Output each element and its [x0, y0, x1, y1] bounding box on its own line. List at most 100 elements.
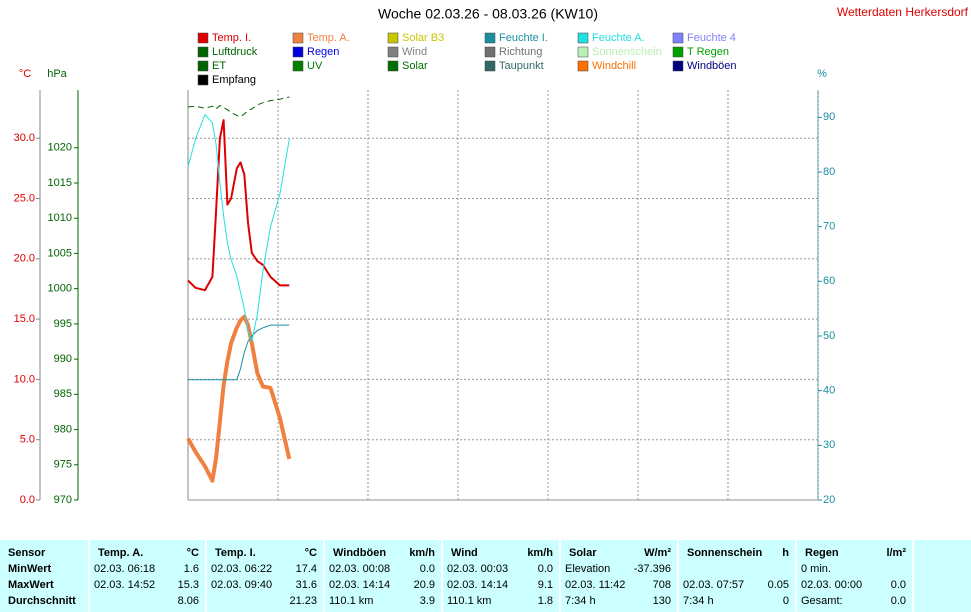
legend-swatch [197, 74, 209, 86]
legend-label: Feuchte I. [499, 32, 548, 44]
legend-swatch [292, 46, 304, 58]
header-unit: °C [186, 547, 199, 559]
y2-tick-label: 985 [54, 388, 72, 400]
header-unit: °C [304, 547, 317, 559]
cell-text: 02.03. 14:14 [329, 579, 391, 591]
header-name: Solar [569, 547, 597, 559]
cell-text: Gesamt: [801, 595, 843, 607]
cell-text: 02.03. 11:42 [565, 579, 626, 591]
column-separator [441, 540, 443, 612]
cell-value: 0.05 [767, 579, 789, 591]
legend-swatch [672, 46, 684, 58]
cell-text: Elevation [565, 563, 611, 575]
legend-swatch [197, 46, 209, 58]
cell-text: 02.03. 00:00 [801, 579, 863, 591]
series-line [188, 324, 290, 381]
cell-value: 17.4 [295, 563, 317, 575]
cell-text: 0 min. [801, 563, 831, 575]
cell-text: 02.03. 09:40 [211, 579, 273, 591]
header-name: Temp. A. [98, 547, 144, 559]
y2-tick-label: 1000 [48, 283, 72, 295]
legend-swatch [577, 46, 589, 58]
legend-label: Feuchte A. [592, 32, 645, 44]
y3-tick-label: 20 [823, 494, 835, 506]
series-line [187, 96, 290, 118]
legend-label: Taupunkt [499, 60, 544, 72]
site-name: Wetterdaten Herkersdorf [837, 5, 969, 19]
legend-label: Regen [307, 46, 339, 58]
y2-tick-label: 1010 [48, 212, 72, 224]
legend-label: T Regen [687, 46, 729, 58]
header-name: Sonnenschein [687, 547, 763, 559]
y2-tick-label: 1005 [48, 247, 72, 259]
y-tick-label: 30.0 [14, 132, 35, 144]
y2-tick-label: 975 [54, 459, 72, 471]
cell-text: 02.03. 14:14 [447, 579, 509, 591]
y2-tick-label: 980 [54, 423, 72, 435]
legend-swatch [387, 32, 399, 44]
cell-text: MinWert [8, 563, 52, 575]
y-tick-label: 25.0 [14, 192, 35, 204]
legend-swatch [387, 46, 399, 58]
legend-swatch [672, 60, 684, 72]
cell-value: 31.6 [295, 579, 317, 591]
cell-value: -37.396 [633, 563, 671, 575]
y3-tick-label: 80 [823, 166, 835, 178]
header-name: Regen [805, 547, 839, 559]
y-tick-label: 15.0 [14, 313, 35, 325]
cell-value: 1.8 [537, 595, 553, 607]
legend-label: Empfang [212, 74, 256, 86]
cell-value: 20.9 [413, 579, 435, 591]
legend-swatch [197, 32, 209, 44]
header-unit: km/h [527, 547, 553, 559]
legend-swatch [292, 32, 304, 44]
y2-tick-label: 1015 [48, 177, 72, 189]
cell-value: 1.6 [183, 563, 199, 575]
column-separator [559, 540, 561, 612]
legend-swatch [484, 32, 496, 44]
y2-tick-label: 995 [54, 318, 72, 330]
y3-tick-label: 30 [823, 439, 835, 451]
header-unit: W/m² [644, 547, 671, 559]
legend-label: Temp. A. [307, 32, 350, 44]
legend-swatch [197, 60, 209, 72]
cell-text: 02.03. 06:22 [211, 563, 273, 575]
legend-label: Richtung [499, 46, 542, 58]
legend-swatch [672, 32, 684, 44]
cell-text: MaxWert [8, 579, 54, 591]
legend-swatch [484, 60, 496, 72]
y-axis-unit: °C [19, 68, 31, 80]
legend-label: Sonnenschein [592, 46, 662, 58]
header-name: Sensor [8, 547, 46, 559]
header-name: Windböen [333, 547, 387, 559]
cell-text: 02.03. 06:18 [94, 563, 156, 575]
y-tick-label: 10.0 [14, 373, 35, 385]
cell-text: 02.03. 14:52 [94, 579, 156, 591]
chart-title: Woche 02.03.26 - 08.03.26 (KW10) [378, 6, 598, 22]
column-separator [205, 540, 207, 612]
cell-value: 0.0 [419, 563, 435, 575]
cell-text: 02.03. 00:08 [329, 563, 391, 575]
cell-value: 0 [782, 595, 789, 607]
y-tick-label: 0.0 [20, 494, 35, 506]
legend-swatch [292, 60, 304, 72]
legend-label: Luftdruck [212, 46, 258, 58]
y2-tick-label: 970 [54, 494, 72, 506]
legend-label: Windchill [592, 60, 636, 72]
header-unit: h [782, 547, 789, 559]
cell-text: 7:34 h [565, 595, 596, 607]
header-unit: l/m² [886, 547, 906, 559]
y-tick-label: 20.0 [14, 253, 35, 265]
legend-swatch [577, 32, 589, 44]
y2-tick-label: 990 [54, 353, 72, 365]
cell-value: 130 [652, 595, 671, 607]
y3-tick-label: 50 [823, 330, 835, 342]
series-line [187, 114, 290, 342]
legend-swatch [387, 60, 399, 72]
cell-value: 21.23 [289, 595, 317, 607]
column-separator [677, 540, 679, 612]
summary-table: Sensor Temp. A. °C Temp. I. °C Windböen km/h Wi… [0, 540, 971, 612]
legend-label: Temp. I. [212, 32, 251, 44]
cell-text: 110.1 km [329, 595, 374, 607]
